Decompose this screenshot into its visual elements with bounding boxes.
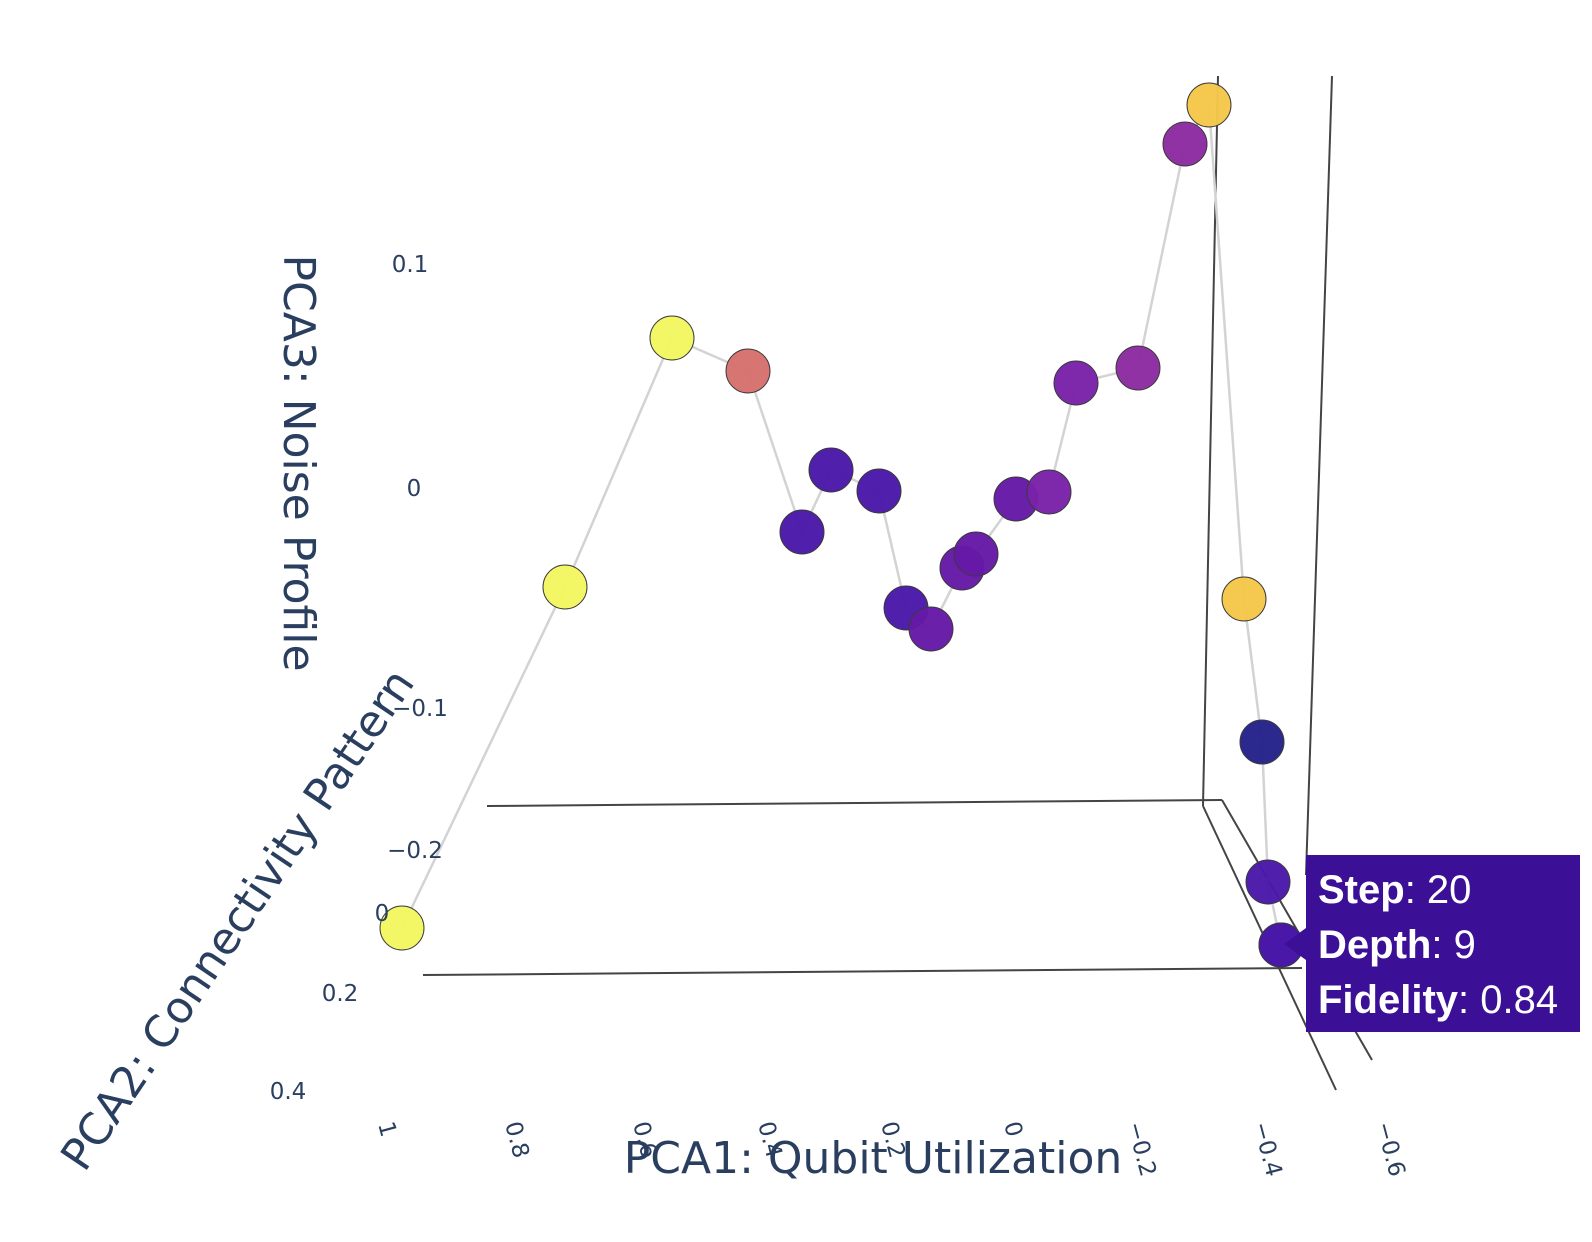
- hover-tooltip-box: [1284, 855, 1580, 1032]
- y-axis-ticks: 0 0.2 0.4: [270, 901, 390, 1105]
- hover-depth-label: Depth: [1318, 923, 1431, 967]
- hover-depth-line: Depth: 9: [1318, 923, 1476, 967]
- data-point-marker[interactable]: [1115, 345, 1161, 391]
- data-point-marker[interactable]: [649, 315, 695, 361]
- data-point-marker[interactable]: [779, 509, 825, 555]
- x-tick-label: −0.2: [1121, 1119, 1161, 1180]
- z-tick-label: 0: [407, 476, 422, 502]
- hover-tooltip: Step: 20 Depth: 9 Fidelity: 0.84: [1284, 855, 1580, 1032]
- y-tick-label: 0.2: [322, 981, 359, 1007]
- data-point-marker[interactable]: [1026, 469, 1072, 515]
- x-tick-label: 0: [998, 1119, 1027, 1140]
- hover-step-value: 20: [1427, 868, 1472, 912]
- z-axis-ticks: 0.1 0 −0.1 −0.2: [387, 252, 448, 864]
- axis-frame-line: [422, 967, 1303, 976]
- trajectory-line: [400, 101, 1283, 946]
- hover-step-line: Step: 20: [1318, 868, 1471, 912]
- data-point-marker[interactable]: [953, 531, 999, 577]
- y-axis-title: PCA2: Connectivity Pattern: [51, 660, 424, 1179]
- markers-group: [379, 82, 1304, 968]
- x-axis-title: PCA1: Qubit Utilization: [624, 1133, 1123, 1184]
- z-tick-label: −0.1: [392, 696, 448, 722]
- data-point-marker[interactable]: [1239, 719, 1285, 765]
- data-point-marker[interactable]: [379, 905, 425, 951]
- hover-depth-value: 9: [1454, 923, 1476, 967]
- x-tick-label: −0.6: [1370, 1119, 1410, 1180]
- hover-step-label: Step: [1318, 868, 1405, 912]
- axis-frame-line: [1305, 75, 1333, 876]
- x-tick-label: −0.4: [1247, 1119, 1287, 1180]
- data-point-marker[interactable]: [1162, 121, 1208, 167]
- hover-fidelity-label: Fidelity: [1318, 978, 1459, 1022]
- z-axis-title: PCA3: Noise Profile: [273, 254, 324, 671]
- data-point-marker[interactable]: [1186, 82, 1232, 128]
- z-tick-label: 0.1: [392, 252, 429, 278]
- data-point-marker[interactable]: [808, 447, 854, 493]
- y-tick-label: 0.4: [270, 1079, 307, 1105]
- data-point-marker[interactable]: [1221, 576, 1267, 622]
- z-tick-label: −0.2: [387, 838, 443, 864]
- data-point-marker[interactable]: [1245, 859, 1291, 905]
- hover-fidelity-line: Fidelity: 0.84: [1318, 978, 1558, 1022]
- data-point-marker[interactable]: [542, 564, 588, 610]
- axis-frame-line: [486, 799, 1223, 807]
- data-point-marker[interactable]: [856, 468, 902, 514]
- x-tick-label: 0.8: [499, 1119, 534, 1161]
- x-tick-label: 1: [372, 1119, 401, 1140]
- data-point-marker[interactable]: [725, 348, 771, 394]
- hover-fidelity-value: 0.84: [1480, 978, 1558, 1022]
- data-point-marker[interactable]: [908, 606, 954, 652]
- y-tick-label: 0: [375, 901, 390, 927]
- data-point-marker[interactable]: [1053, 360, 1099, 406]
